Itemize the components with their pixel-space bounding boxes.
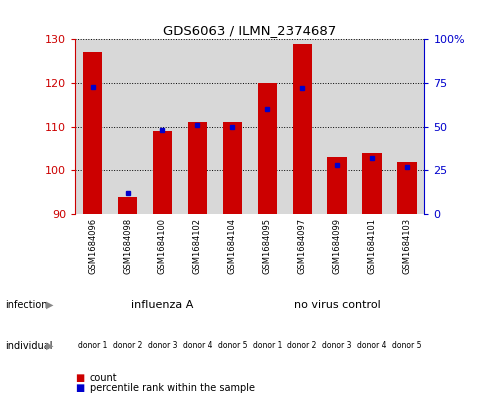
Text: GSM1684099: GSM1684099 <box>332 218 341 274</box>
Text: count: count <box>90 373 117 383</box>
Bar <box>83 52 102 214</box>
Text: individual: individual <box>5 341 52 351</box>
Text: GSM1684101: GSM1684101 <box>367 218 376 274</box>
Text: ▶: ▶ <box>46 341 53 351</box>
Text: GSM1684096: GSM1684096 <box>88 218 97 274</box>
Bar <box>362 153 381 214</box>
Text: GSM1684100: GSM1684100 <box>158 218 166 274</box>
Text: GSM1684097: GSM1684097 <box>297 218 306 274</box>
Bar <box>257 83 276 214</box>
Text: donor 4: donor 4 <box>357 342 386 350</box>
Text: GSM1684095: GSM1684095 <box>262 218 271 274</box>
Text: GSM1684104: GSM1684104 <box>227 218 236 274</box>
Bar <box>327 157 346 214</box>
Text: donor 3: donor 3 <box>148 342 177 350</box>
Text: GSM1684098: GSM1684098 <box>123 218 132 274</box>
Text: ▶: ▶ <box>46 299 53 310</box>
Text: ■: ■ <box>75 383 84 393</box>
Text: GSM1684102: GSM1684102 <box>193 218 201 274</box>
Text: infection: infection <box>5 299 47 310</box>
Text: donor 1: donor 1 <box>252 342 281 350</box>
Bar <box>152 131 172 214</box>
Title: GDS6063 / ILMN_2374687: GDS6063 / ILMN_2374687 <box>163 24 336 37</box>
Text: donor 5: donor 5 <box>217 342 246 350</box>
Bar <box>396 162 416 214</box>
Text: donor 4: donor 4 <box>182 342 212 350</box>
Bar <box>292 44 311 214</box>
Bar <box>118 196 137 214</box>
Text: GSM1684103: GSM1684103 <box>402 218 410 274</box>
Text: donor 2: donor 2 <box>113 342 142 350</box>
Text: donor 5: donor 5 <box>392 342 421 350</box>
Text: donor 3: donor 3 <box>322 342 351 350</box>
Text: donor 2: donor 2 <box>287 342 316 350</box>
Text: percentile rank within the sample: percentile rank within the sample <box>90 383 254 393</box>
Text: ■: ■ <box>75 373 84 383</box>
Bar <box>187 122 207 214</box>
Bar <box>222 122 242 214</box>
Text: donor 1: donor 1 <box>78 342 107 350</box>
Text: influenza A: influenza A <box>131 299 193 310</box>
Text: no virus control: no virus control <box>293 299 379 310</box>
